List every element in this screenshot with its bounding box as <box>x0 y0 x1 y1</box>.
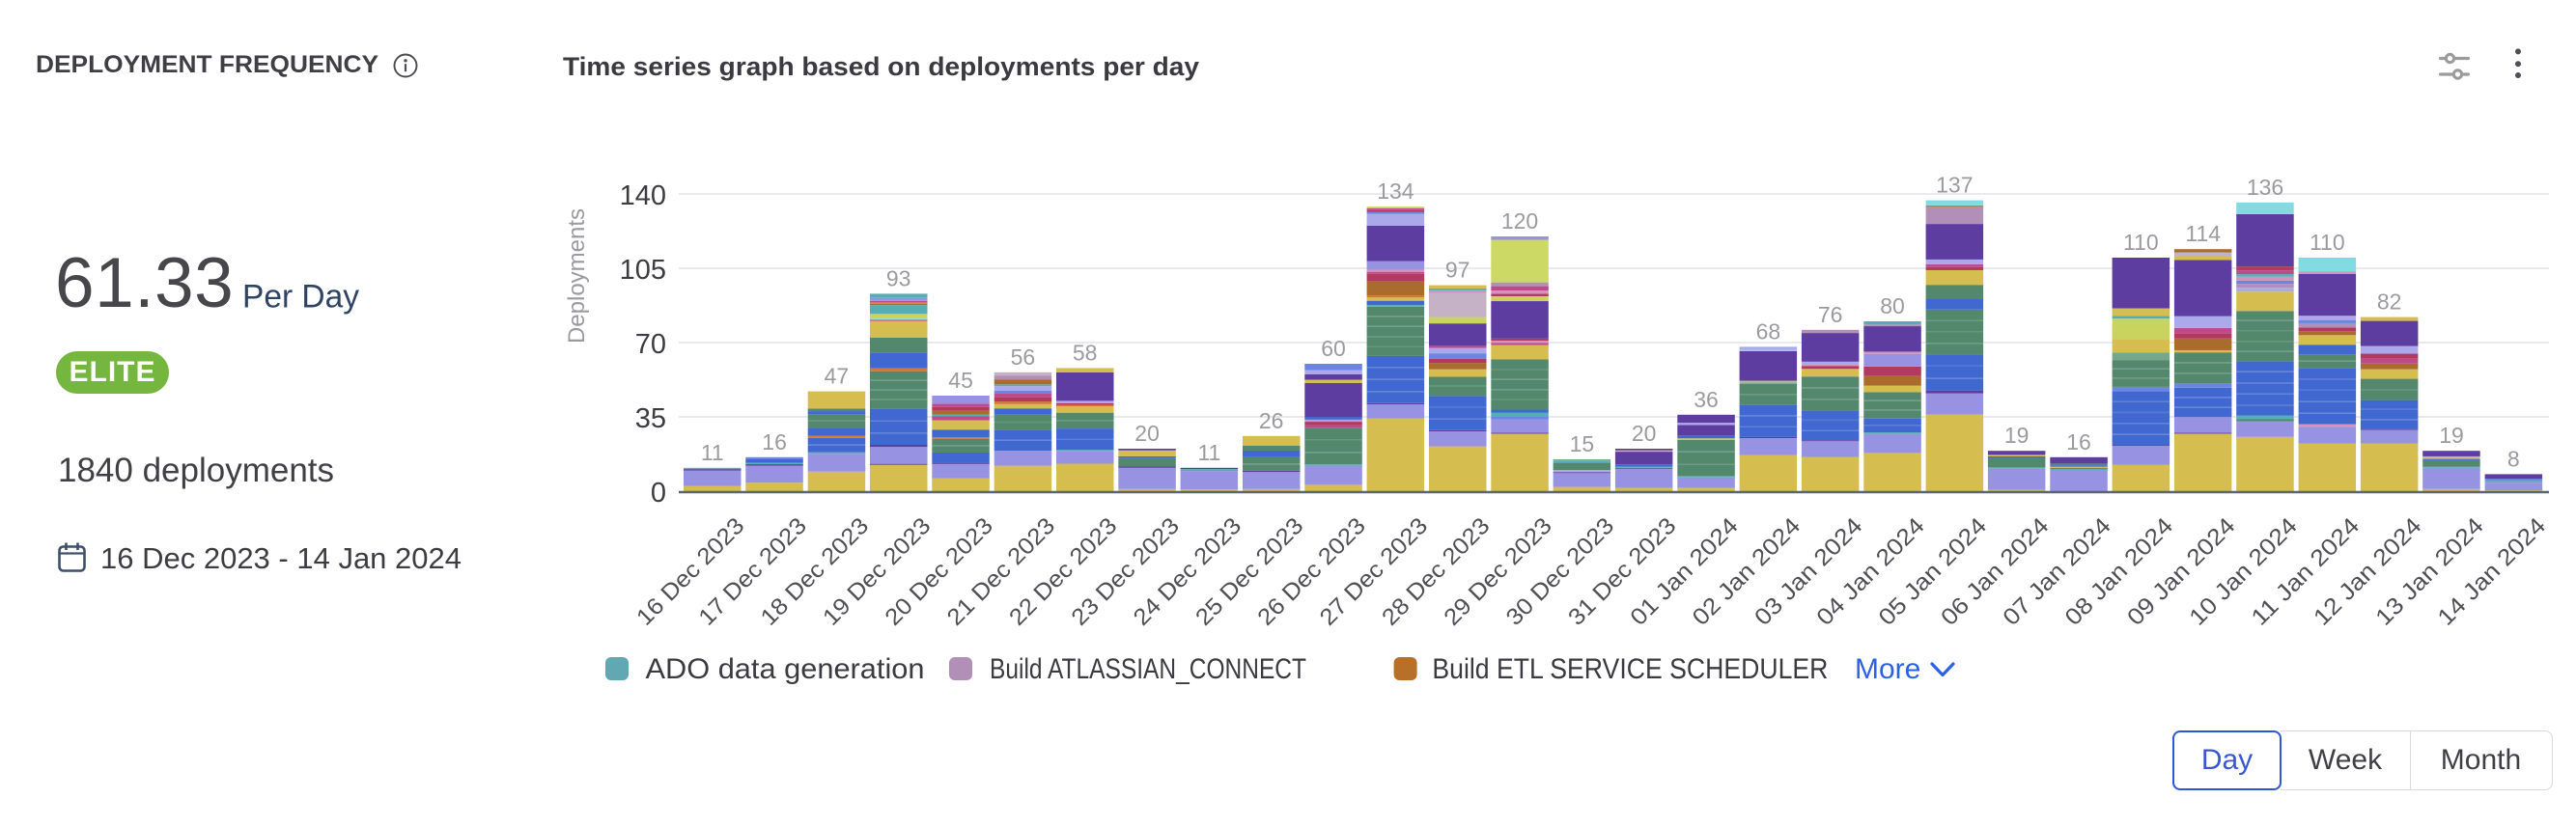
svg-text:20 Dec 2023: 20 Dec 2023 <box>881 512 998 630</box>
svg-text:56: 56 <box>1011 344 1036 370</box>
svg-text:8: 8 <box>2507 446 2520 471</box>
svg-text:17 Dec 2023: 17 Dec 2023 <box>694 512 812 630</box>
svg-text:Build ETL SERVICE SCHEDULER: Build ETL SERVICE SCHEDULER <box>1432 653 1828 685</box>
svg-text:19: 19 <box>2004 423 2030 448</box>
svg-text:137: 137 <box>1936 173 1973 198</box>
svg-text:28 Dec 2023: 28 Dec 2023 <box>1377 512 1495 630</box>
svg-text:More: More <box>1855 653 1920 685</box>
svg-text:30 Dec 2023: 30 Dec 2023 <box>1501 512 1619 630</box>
svg-text:Time series graph based on dep: Time series graph based on deployments p… <box>563 52 1199 81</box>
svg-text:24 Dec 2023: 24 Dec 2023 <box>1129 512 1246 630</box>
svg-text:36: 36 <box>1694 387 1719 412</box>
svg-text:120: 120 <box>1501 208 1538 234</box>
svg-text:97: 97 <box>1445 258 1470 283</box>
svg-text:60: 60 <box>1321 336 1346 361</box>
svg-text:13 Jan 2024: 13 Jan 2024 <box>2370 512 2488 630</box>
svg-text:16: 16 <box>762 429 787 454</box>
svg-text:20: 20 <box>1632 421 1657 446</box>
svg-text:ADO data generation: ADO data generation <box>646 653 925 685</box>
svg-text:76: 76 <box>1818 302 1843 327</box>
svg-text:110: 110 <box>2123 230 2159 255</box>
svg-text:19 Dec 2023: 19 Dec 2023 <box>818 512 936 630</box>
svg-text:22 Dec 2023: 22 Dec 2023 <box>1004 512 1122 630</box>
svg-text:136: 136 <box>2247 175 2283 200</box>
svg-text:29 Dec 2023: 29 Dec 2023 <box>1439 512 1556 630</box>
svg-text:18 Dec 2023: 18 Dec 2023 <box>756 512 874 630</box>
svg-text:06 Jan 2024: 06 Jan 2024 <box>1936 512 2054 630</box>
svg-text:140: 140 <box>620 180 666 211</box>
svg-text:45: 45 <box>948 368 973 393</box>
svg-text:31 Dec 2023: 31 Dec 2023 <box>1563 512 1681 630</box>
svg-text:15: 15 <box>1570 431 1595 456</box>
svg-text:58: 58 <box>1073 340 1098 365</box>
svg-text:70: 70 <box>635 329 666 360</box>
svg-text:26: 26 <box>1259 408 1284 433</box>
svg-text:Deployments: Deployments <box>564 208 590 344</box>
svg-text:68: 68 <box>1756 318 1781 344</box>
svg-text:12 Jan 2024: 12 Jan 2024 <box>2309 512 2426 630</box>
svg-text:82: 82 <box>2377 289 2402 315</box>
svg-text:0: 0 <box>651 478 666 509</box>
svg-text:08 Jan 2024: 08 Jan 2024 <box>2060 512 2178 630</box>
svg-text:01 Jan 2024: 01 Jan 2024 <box>1625 512 1743 630</box>
svg-text:26 Dec 2023: 26 Dec 2023 <box>1252 512 1370 630</box>
svg-text:27 Dec 2023: 27 Dec 2023 <box>1315 512 1433 630</box>
svg-text:20: 20 <box>1134 421 1160 446</box>
svg-text:14 Jan 2024: 14 Jan 2024 <box>2433 512 2551 630</box>
svg-text:05 Jan 2024: 05 Jan 2024 <box>1874 512 1992 630</box>
svg-text:03 Jan 2024: 03 Jan 2024 <box>1750 512 1867 630</box>
svg-text:93: 93 <box>886 265 911 290</box>
svg-text:DEPLOYMENT FREQUENCY: DEPLOYMENT FREQUENCY <box>36 51 378 78</box>
svg-text:09 Jan 2024: 09 Jan 2024 <box>2122 512 2240 630</box>
svg-text:11: 11 <box>701 440 724 465</box>
svg-text:07 Jan 2024: 07 Jan 2024 <box>1998 512 2115 630</box>
svg-text:16 Dec 2023: 16 Dec 2023 <box>631 512 749 630</box>
svg-text:134: 134 <box>1377 179 1414 204</box>
svg-text:10 Jan 2024: 10 Jan 2024 <box>2184 512 2302 630</box>
svg-text:35: 35 <box>635 403 666 434</box>
svg-text:110: 110 <box>2310 230 2345 255</box>
svg-text:Per Day: Per Day <box>242 279 359 316</box>
svg-text:80: 80 <box>1880 293 1905 318</box>
svg-text:11 Jan 2024: 11 Jan 2024 <box>2247 512 2365 630</box>
svg-text:23 Dec 2023: 23 Dec 2023 <box>1067 512 1185 630</box>
svg-text:04 Jan 2024: 04 Jan 2024 <box>1811 512 1929 630</box>
svg-text:47: 47 <box>825 364 850 389</box>
svg-text:02 Jan 2024: 02 Jan 2024 <box>1688 512 1806 630</box>
svg-text:105: 105 <box>620 255 666 286</box>
svg-text:25 Dec 2023: 25 Dec 2023 <box>1190 512 1308 630</box>
svg-text:16: 16 <box>2066 429 2091 454</box>
svg-text:11: 11 <box>1197 440 1220 465</box>
svg-text:114: 114 <box>2185 221 2221 246</box>
svg-text:21 Dec 2023: 21 Dec 2023 <box>942 512 1060 630</box>
svg-text:Build ATLASSIAN_CONNECT: Build ATLASSIAN_CONNECT <box>990 653 1306 685</box>
svg-text:19: 19 <box>2439 423 2464 448</box>
